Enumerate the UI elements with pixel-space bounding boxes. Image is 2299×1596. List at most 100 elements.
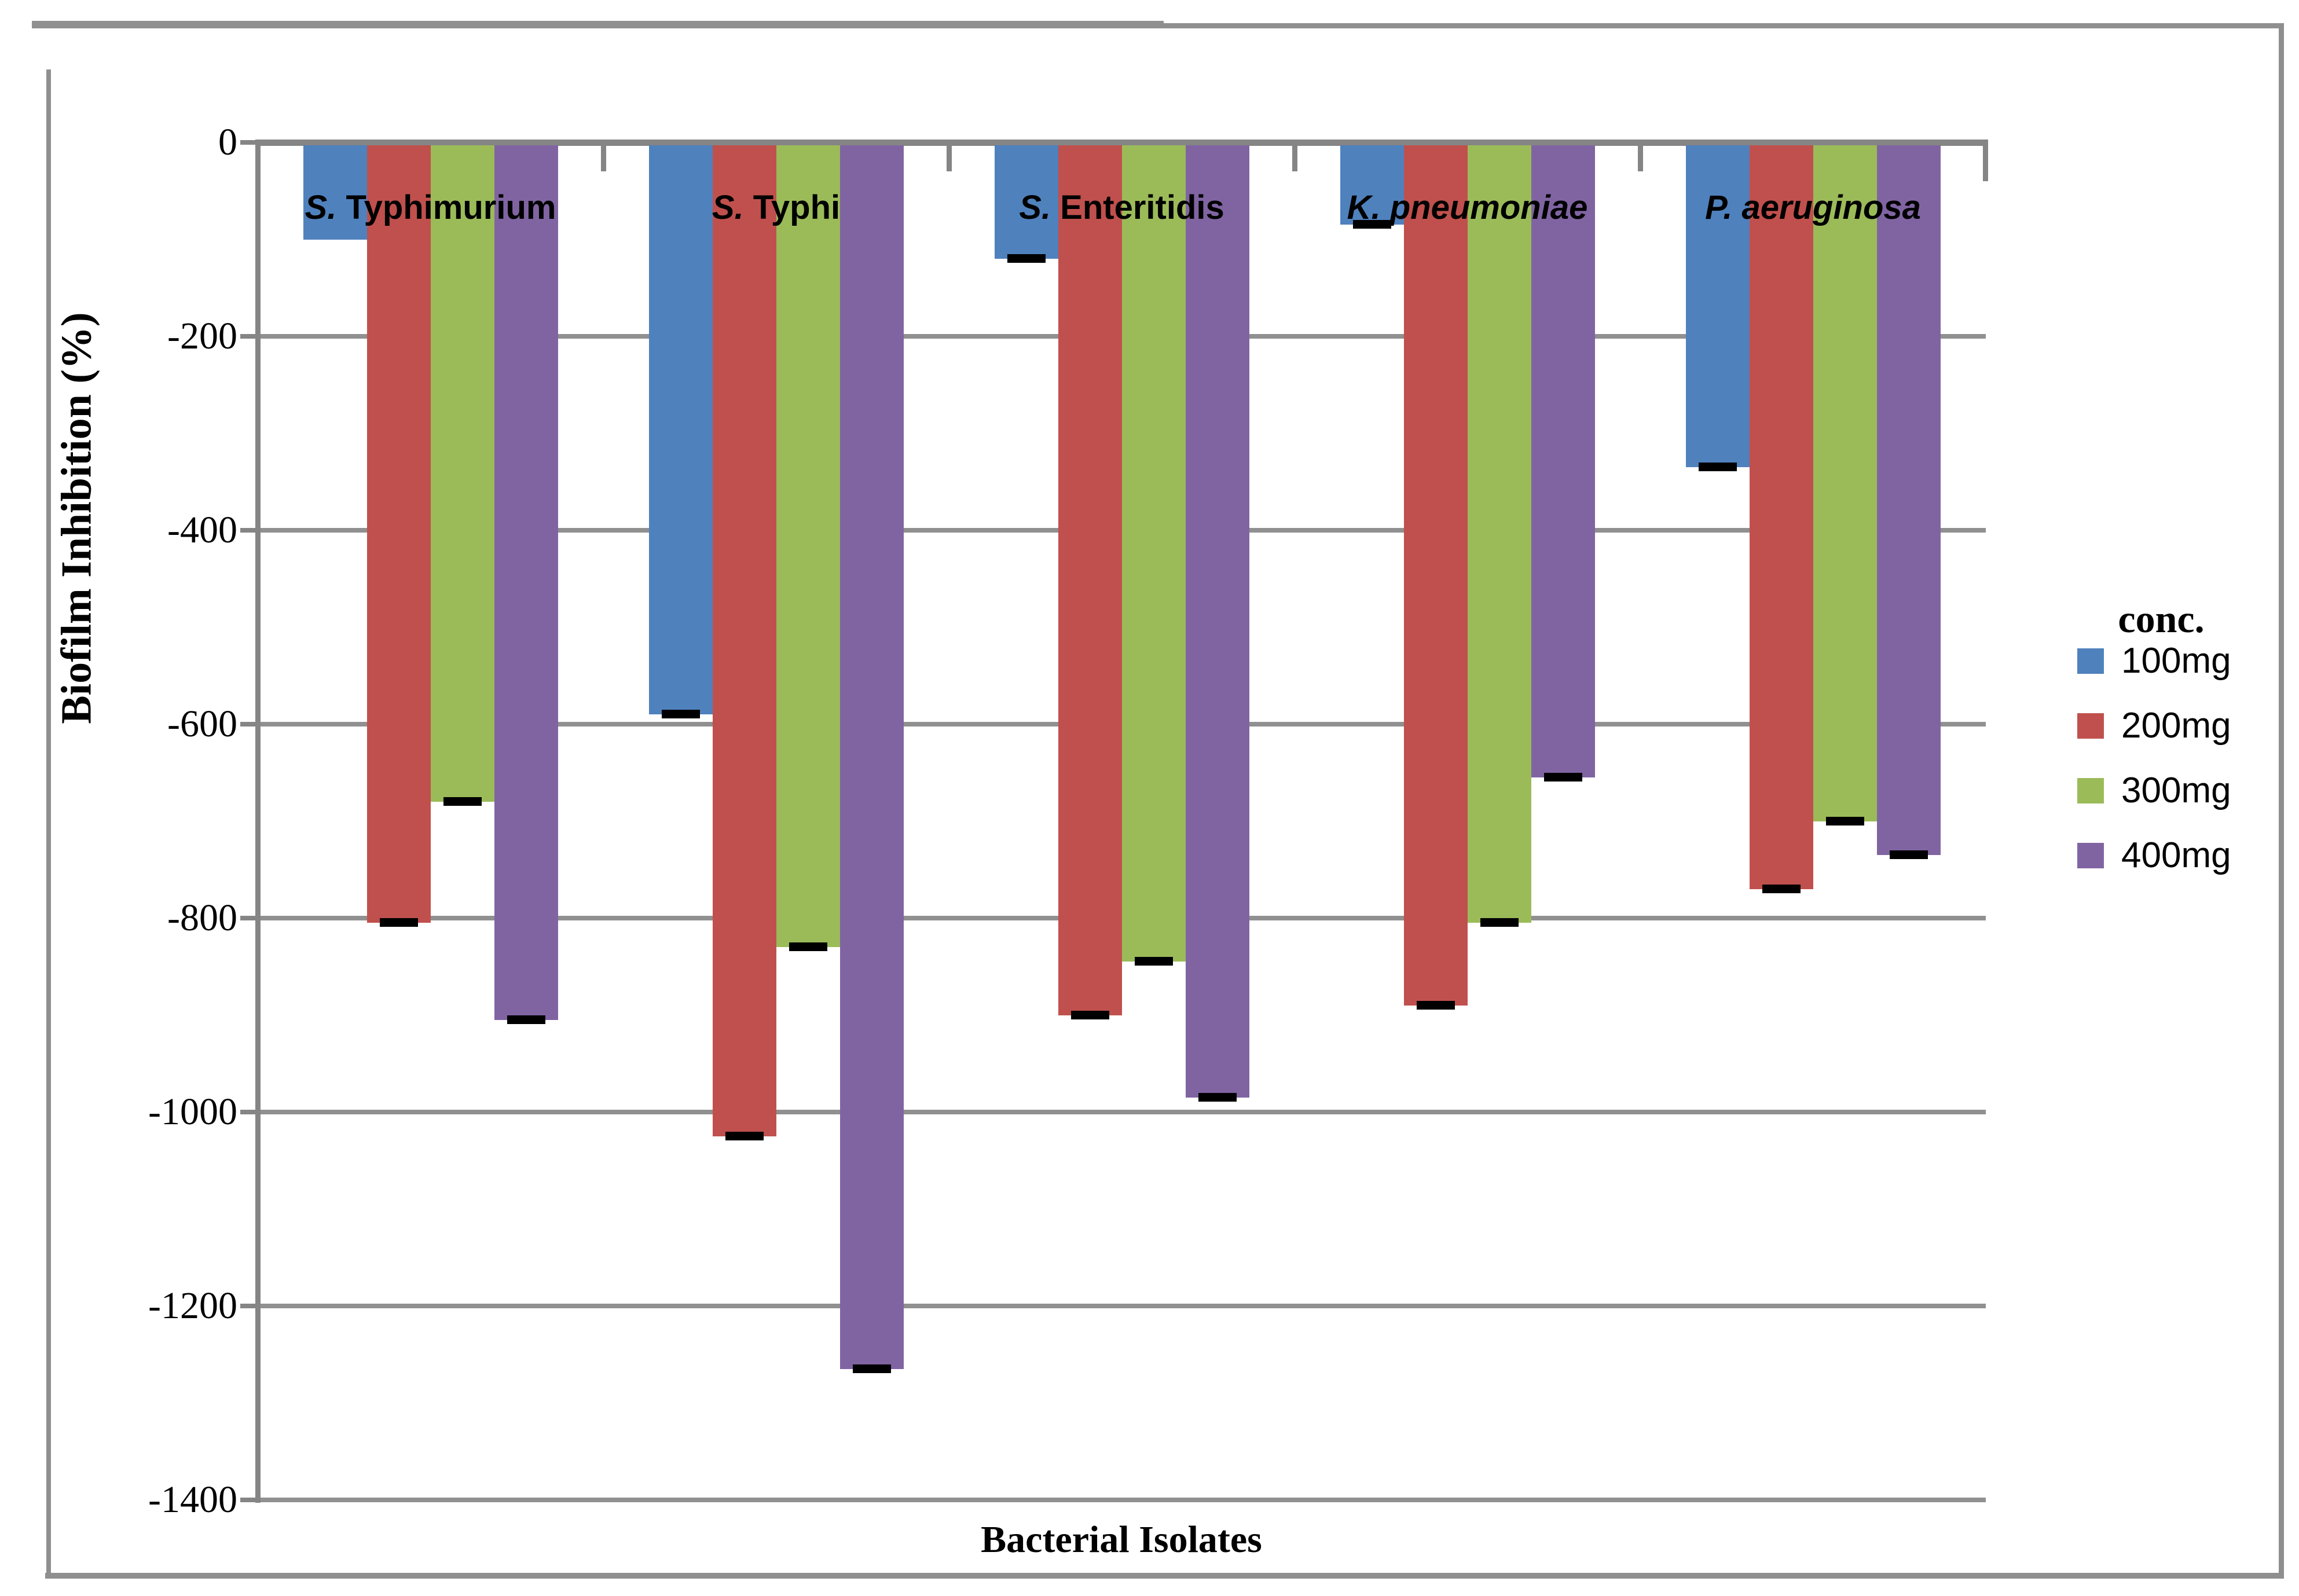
legend-swatch-icon [2077, 648, 2104, 674]
legend-swatch-icon [2077, 713, 2104, 739]
y-axis-tick [240, 1304, 258, 1308]
error-bar-cap [1070, 1010, 1109, 1019]
category-genus: S. [1019, 189, 1051, 226]
legend-label: 400mg [2121, 835, 2231, 875]
bar-300mg-cat4 [1467, 145, 1531, 923]
bar-400mg-cat3 [1185, 145, 1249, 1098]
zero-gridline [258, 140, 1986, 146]
legend-swatch-icon [2077, 778, 2104, 803]
error-bar-cap [725, 1131, 764, 1140]
error-bar-cap [1543, 773, 1582, 782]
bar-400mg-cat1 [494, 145, 558, 1020]
bar-300mg-cat5 [1813, 145, 1877, 821]
category-species: pneumoniae [1380, 189, 1588, 226]
error-bar-cap [1134, 957, 1173, 966]
bar-100mg-cat4 [1340, 145, 1404, 225]
y-tick-label: 0 [218, 121, 237, 163]
category-label: S. Typhi [712, 191, 840, 225]
y-tick-label: -600 [167, 703, 237, 745]
error-bar-cap [379, 918, 418, 927]
legend-label: 100mg [2121, 641, 2231, 681]
y-tick-label: -800 [167, 897, 237, 939]
bar-400mg-cat2 [839, 145, 904, 1369]
y-tick-label: -400 [167, 509, 237, 551]
error-bar-cap [1889, 850, 1928, 860]
category-species: Typhi [743, 189, 841, 226]
legend-item-300mg: 300mg [2061, 771, 2293, 810]
category-genus: S. [305, 189, 337, 226]
y-axis-tick [240, 1110, 258, 1114]
bar-100mg-cat2 [648, 145, 713, 715]
bar-300mg-cat2 [776, 145, 840, 948]
category-label: P. aeruginosa [1705, 191, 1921, 225]
bar-200mg-cat5 [1749, 145, 1813, 889]
category-label: K. pneumoniae [1347, 191, 1588, 225]
y-tick-label: -1200 [148, 1285, 237, 1327]
legend-swatch-icon [2077, 843, 2104, 868]
error-bar-cap [1416, 1000, 1455, 1010]
error-bar-cap [1352, 220, 1391, 229]
category-boundary-tick [1292, 142, 1297, 171]
error-bar-cap [1198, 1092, 1237, 1102]
gridline [258, 1304, 1986, 1308]
frame-right-border [2279, 23, 2284, 1578]
frame-top-line-thick-segment [32, 21, 1164, 28]
y-axis-tick [240, 334, 258, 339]
gridline [258, 1498, 1986, 1502]
y-axis-tick [240, 528, 258, 533]
error-bar-cap [1825, 816, 1864, 825]
category-label: S. Enteritidis [1019, 191, 1224, 225]
x-axis-title: Bacterial Isolates [981, 1518, 1262, 1561]
bar-400mg-cat4 [1531, 145, 1595, 778]
category-boundary-tick [601, 142, 606, 171]
error-bar-cap [852, 1364, 891, 1373]
y-tick-label: -200 [167, 315, 237, 357]
frame-bottom-border [45, 1573, 2284, 1579]
frame-left-border [46, 69, 51, 1578]
y-axis-tick [240, 722, 258, 727]
category-species: Enteritidis [1051, 189, 1224, 226]
bar-200mg-cat2 [712, 145, 776, 1136]
category-label: S. Typhimurium [305, 191, 556, 225]
error-bar-cap [443, 797, 482, 806]
bar-200mg-cat3 [1058, 145, 1122, 1015]
bar-100mg-cat1 [303, 145, 367, 240]
y-tick-label: -1400 [148, 1478, 237, 1521]
category-genus: P. [1705, 189, 1733, 226]
legend-item-200mg: 200mg [2061, 706, 2293, 746]
gridline [258, 1110, 1986, 1114]
y-axis-tick [240, 916, 258, 920]
axis-end-tick [1983, 140, 1988, 181]
error-bar-cap [1762, 884, 1801, 893]
error-bar-cap [661, 710, 700, 719]
category-genus: S. [712, 189, 744, 226]
error-bar-cap [1007, 254, 1046, 263]
y-axis-title: Biofilm Inhibition (%) [53, 312, 101, 724]
category-genus: K. [1347, 189, 1381, 226]
category-species: Typhimurium [336, 189, 556, 226]
bar-200mg-cat4 [1403, 145, 1468, 1006]
bar-100mg-cat5 [1685, 145, 1750, 468]
category-species: aeruginosa [1732, 189, 1921, 226]
y-axis-tick [240, 140, 258, 145]
error-bar-cap [507, 1015, 545, 1024]
y-axis-line [255, 140, 261, 1503]
legend-item-400mg: 400mg [2061, 835, 2293, 875]
legend-label: 200mg [2121, 706, 2231, 746]
bar-200mg-cat1 [366, 145, 431, 923]
legend-label: 300mg [2121, 771, 2231, 810]
bar-400mg-cat5 [1876, 145, 1941, 856]
category-boundary-tick [947, 142, 952, 171]
bar-300mg-cat1 [430, 145, 494, 802]
error-bar-cap [1480, 918, 1519, 927]
legend-title: conc. [2118, 597, 2205, 641]
y-axis-tick [240, 1498, 258, 1502]
legend-item-100mg: 100mg [2061, 641, 2293, 681]
bar-300mg-cat3 [1121, 145, 1186, 962]
category-boundary-tick [1638, 142, 1643, 171]
y-tick-label: -1000 [148, 1091, 237, 1133]
bar-100mg-cat3 [994, 145, 1058, 259]
error-bar-cap [1698, 463, 1737, 472]
error-bar-cap [789, 942, 827, 952]
